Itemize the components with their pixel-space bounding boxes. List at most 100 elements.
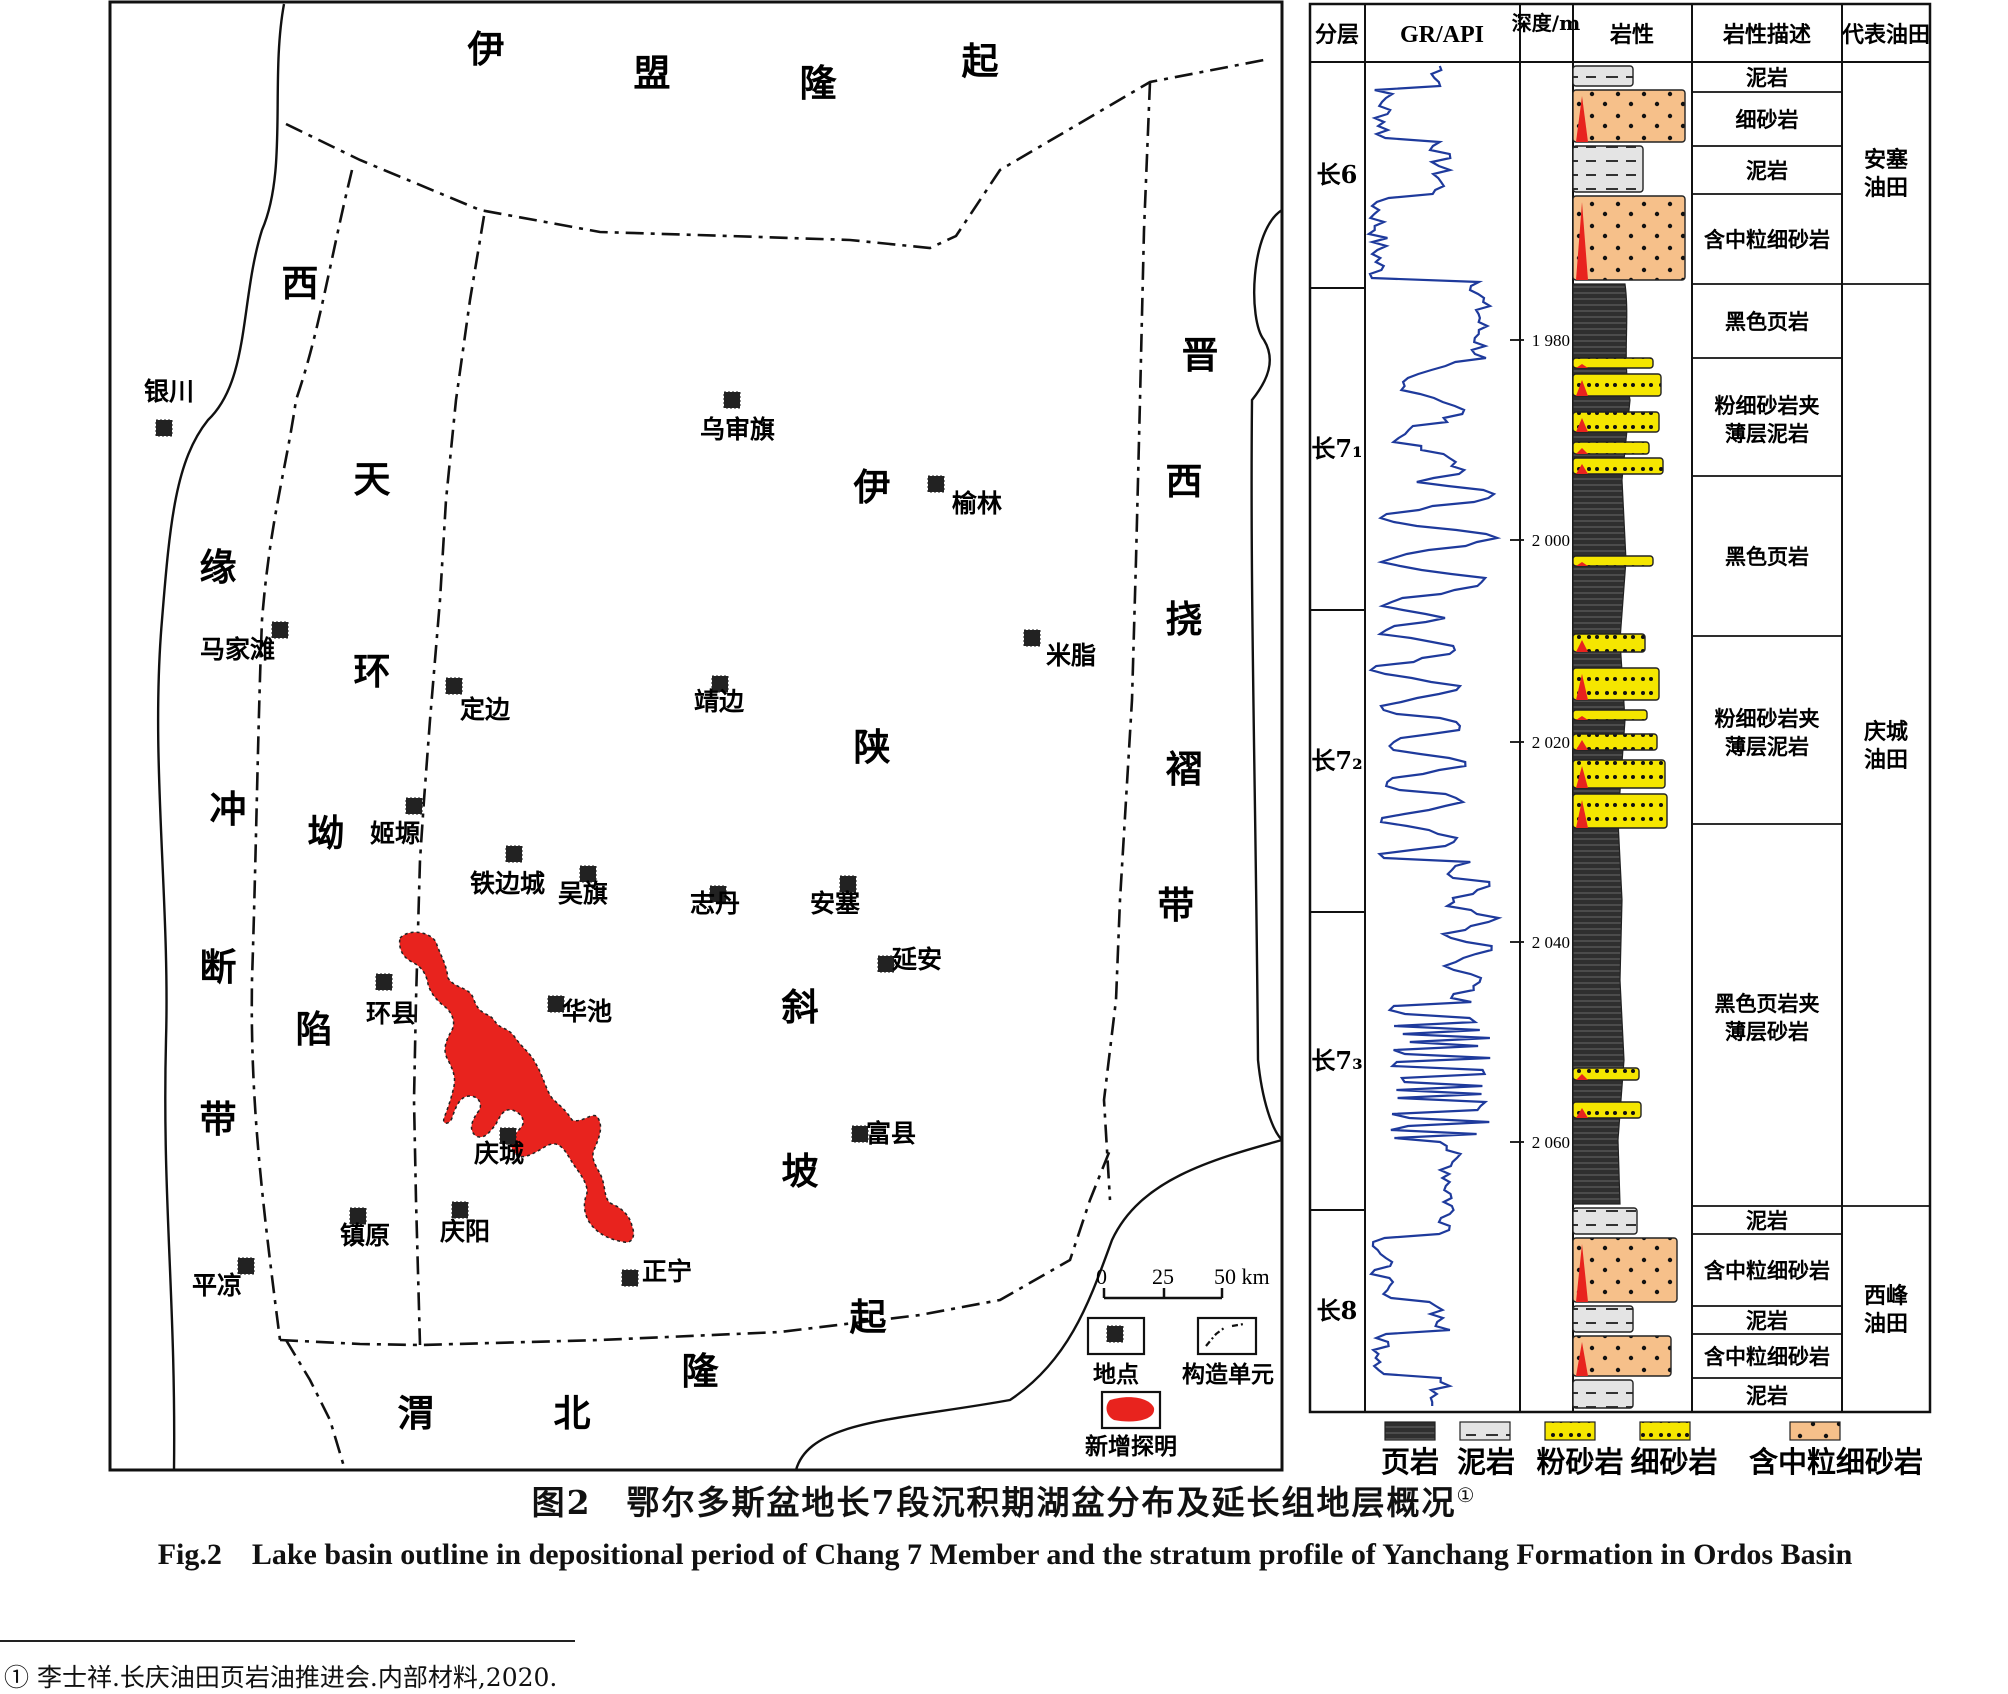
- lithology-bed: [1572, 195, 1686, 281]
- stratigraphic-column: 分层 GR/API 深度/m 岩性 岩性描述 代表油田 长6长7₁长7₂长7₃长…: [1308, 2, 1932, 1479]
- description-label: 含中粒细砂岩: [1704, 1258, 1830, 1283]
- legend-point-label: 地点: [1093, 1361, 1139, 1388]
- triangle-marker-icon: [1576, 1108, 1588, 1118]
- legend-swatch-icon: [1789, 1421, 1841, 1441]
- lithology-column: [1572, 65, 1686, 1409]
- xiyuan-fault-belt-char: 带: [200, 1097, 237, 1141]
- map-region-labels: 伊盟隆起西缘冲断带天环坳陷伊陕斜坡晋西挠褶带渭 北隆起: [200, 27, 1219, 1435]
- legend-swatch-icon: [1639, 1421, 1691, 1441]
- jinxi-fold-belt-char: 挠: [1166, 597, 1203, 641]
- lithology-bed: [1572, 793, 1668, 829]
- map-frame: [108, 0, 1284, 1472]
- xiyuan-fault-belt-char: 西: [282, 261, 319, 305]
- city-marker-icon: [851, 1125, 869, 1143]
- legend-new-area-label: 新增探明: [1085, 1433, 1177, 1460]
- layer-label: 长6: [1317, 160, 1358, 189]
- lithology-bed: [1572, 357, 1654, 369]
- legend-new-area-icon: [1106, 1397, 1155, 1422]
- lithology-bed: [1572, 667, 1660, 701]
- new-proven-area: [398, 931, 635, 1244]
- city-marker-icon: [927, 475, 945, 493]
- yishan-slope-char: 斜: [782, 985, 819, 1029]
- city-marker-icon: [1023, 629, 1041, 647]
- city-marker-icon: [709, 885, 727, 903]
- yimeng-uplift-char: 伊: [467, 27, 505, 71]
- description-label: 泥岩: [1746, 1383, 1788, 1408]
- tianhuan-depression-char: 坳: [308, 811, 345, 855]
- unit-boundary-south: [279, 1149, 1112, 1347]
- oilfield-label-cont: 油田: [1864, 1311, 1908, 1337]
- triangle-marker-icon: [1576, 96, 1588, 142]
- description-label-cont: 薄层泥岩: [1725, 734, 1809, 759]
- city-label: 庆阳: [440, 1217, 490, 1246]
- city-label: 平凉: [192, 1271, 242, 1300]
- footnote-rule: [0, 1640, 575, 1642]
- triangle-marker-icon: [1576, 364, 1588, 368]
- legend-label: 页岩: [1381, 1445, 1439, 1479]
- unit-boundary-weibei-west: [284, 1339, 347, 1471]
- map-legend: 地点 构造单元 新增探明: [1085, 1316, 1274, 1460]
- triangle-marker-icon: [1576, 740, 1588, 750]
- xiyuan-fault-belt-char: 缘: [200, 545, 237, 589]
- lithology-bed: [1572, 1335, 1672, 1377]
- lithology-bed: [1572, 145, 1644, 193]
- city-label: 榆林: [952, 489, 1002, 518]
- depth-column: 1 980 2 000 2 020 2 040 2 060: [1510, 331, 1570, 1152]
- xiyuan-fault-belt-char: 断: [200, 945, 237, 989]
- triangle-marker-icon: [1576, 448, 1588, 454]
- lithology-bed: [1572, 555, 1654, 567]
- description-label: 泥岩: [1746, 158, 1788, 183]
- legend-point-icon: [1106, 1325, 1124, 1343]
- description-label: 含中粒细砂岩: [1704, 227, 1830, 252]
- oilfield-label-cont: 油田: [1864, 175, 1908, 201]
- lithology-bed: [1572, 1379, 1634, 1409]
- city-label: 铁边城: [470, 869, 545, 898]
- description-column: 泥岩细砂岩泥岩含中粒细砂岩黑色页岩粉细砂岩夹薄层泥岩黑色页岩粉细砂岩夹薄层泥岩黑…: [1692, 65, 1842, 1413]
- city-marker-icon: [155, 419, 173, 437]
- city-label: 米脂: [1046, 641, 1096, 670]
- legend-swatch-icon: [1384, 1421, 1436, 1441]
- description-label: 粉细砂岩夹: [1715, 706, 1820, 731]
- city-label: 延安: [891, 945, 942, 974]
- legend-swatch-icon: [1544, 1421, 1596, 1441]
- jinxi-fold-belt-char: 褶: [1166, 747, 1203, 791]
- lithology-bed: [1572, 441, 1650, 455]
- city-marker-icon: [499, 1127, 517, 1145]
- tianhuan-depression-char: 环: [354, 649, 391, 693]
- lithology-bed: [1572, 411, 1660, 433]
- depth-tick-label: 2 000: [1532, 531, 1570, 550]
- weibei-uplift-char: 隆: [682, 1349, 720, 1393]
- legend-swatch-icon: [1459, 1421, 1511, 1441]
- legend-label: 含中粒细砂岩: [1749, 1445, 1923, 1479]
- lithology-bed: [1572, 1067, 1640, 1081]
- triangle-marker-icon: [1576, 640, 1588, 652]
- header-field: 代表油田: [1841, 22, 1930, 48]
- jinxi-fold-belt-char: 晋: [1182, 333, 1219, 377]
- triangle-marker-icon: [1576, 800, 1588, 828]
- xiyuan-fault-belt-char: 冲: [210, 787, 247, 831]
- footnote: ① 李士祥.长庆油田页岩油推进会.内部材料,2020.: [4, 1663, 558, 1692]
- jinxi-fold-belt-char: 西: [1166, 459, 1203, 503]
- scale-tick-25: 25: [1152, 1264, 1174, 1289]
- city-label: 银川: [144, 377, 194, 406]
- depth-tick-label: 2 020: [1532, 733, 1570, 752]
- description-label: 泥岩: [1746, 1208, 1788, 1233]
- lithology-bed: [1572, 1207, 1638, 1235]
- triangle-marker-icon: [1576, 1244, 1588, 1302]
- city-marker-icon: [621, 1269, 639, 1287]
- city-label: 安塞: [810, 889, 860, 918]
- yimeng-uplift-char: 隆: [800, 61, 838, 105]
- legend-label: 泥岩: [1457, 1445, 1515, 1479]
- description-label: 细砂岩: [1736, 107, 1799, 132]
- city-label: 正宁: [642, 1257, 692, 1286]
- triangle-marker-icon: [1576, 418, 1588, 432]
- lithology-bed: [1572, 1101, 1642, 1119]
- scale-bar: 0 25 50 km: [1096, 1264, 1270, 1300]
- header-depth: 深度/m: [1512, 11, 1580, 35]
- figure-2: 伊盟隆起西缘冲断带天环坳陷伊陕斜坡晋西挠褶带渭 北隆起 银川乌审旗榆林米脂马家滩定…: [108, 0, 1932, 1479]
- unit-boundary-jinxi: [1102, 81, 1152, 1201]
- header-lith: 岩性: [1609, 22, 1654, 48]
- basin-east-boundary: [1250, 208, 1283, 1141]
- city-label: 富县: [866, 1119, 916, 1148]
